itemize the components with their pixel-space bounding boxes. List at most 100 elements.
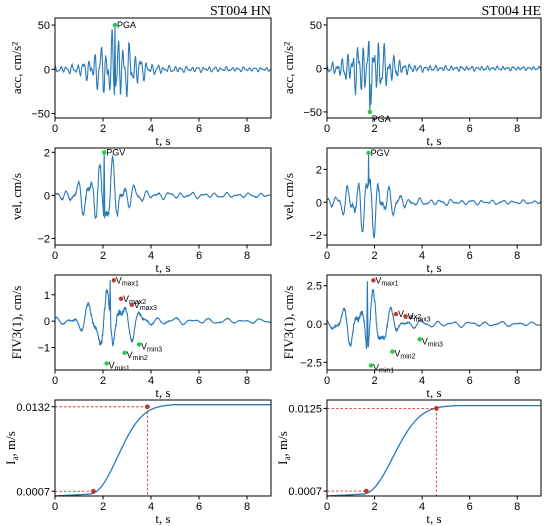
axes-frame (54, 274, 272, 371)
axes-frame (54, 17, 272, 119)
x-axis-label: t, s (426, 511, 441, 526)
marker-label: Vmax1 (116, 275, 139, 287)
y-tick-label: 2 (44, 147, 50, 159)
data-point (363, 488, 369, 494)
peak-marker (118, 296, 124, 301)
marker-label: Vmin3 (141, 341, 162, 353)
peak-marker (367, 109, 372, 115)
marker-label: Vmin1 (373, 362, 394, 374)
x-tick-label: 8 (514, 250, 520, 262)
data-point (91, 488, 96, 494)
series-line (326, 152, 542, 239)
x-tick-label: 8 (244, 250, 250, 262)
marker-label: PGV (371, 148, 390, 158)
y-axis-label: acc, cm/s² (281, 42, 296, 94)
y-tick-label: 0 (316, 63, 322, 75)
marker-label: Vmax3 (134, 300, 157, 312)
marker-label: PGV (106, 147, 125, 157)
x-axis-label: t, s (426, 260, 441, 275)
marker-label: Vmax1 (375, 275, 398, 287)
axes-frame (54, 399, 272, 497)
y-tick-label: 0.0 (307, 319, 322, 331)
y-axis-label: Ia, m/s (275, 431, 292, 465)
x-tick-label: 2 (100, 501, 106, 513)
series-line (327, 404, 541, 497)
x-tick-label: 2 (371, 250, 377, 262)
y-tick-label: 0 (316, 197, 322, 209)
x-tick-label: 2 (100, 375, 106, 387)
series-line (326, 40, 542, 112)
x-tick-label: 8 (514, 375, 520, 387)
x-tick-label: 4 (148, 123, 154, 135)
x-tick-label: 0 (324, 250, 330, 262)
x-tick-label: 6 (467, 250, 473, 262)
y-tick-label: 2 (316, 164, 322, 176)
y-tick-label: 50 (38, 20, 50, 32)
peak-marker (129, 302, 134, 308)
peak-marker (368, 363, 374, 368)
y-tick-label: 1 (44, 290, 50, 302)
peak-marker (403, 314, 408, 319)
x-tick-label: 4 (148, 250, 154, 262)
x-tick-label: 2 (371, 501, 377, 513)
title-right: ST004 HE (482, 4, 542, 19)
panel-3-0: 0 2 4 6 8 0.0007 0.0132 t, s Ia, m/s (3, 399, 272, 526)
series-line (54, 152, 272, 220)
peak-marker (390, 349, 395, 354)
y-tick-label: 0 (44, 190, 50, 202)
marker-label: Vmax2 (123, 294, 146, 306)
marker-label: Vmin2 (394, 349, 415, 361)
x-tick-label: 4 (419, 123, 425, 135)
peak-marker (366, 150, 371, 156)
marker-label: Vmin3 (422, 336, 443, 348)
peak-marker (104, 361, 109, 366)
y-tick-label: −2 (37, 234, 50, 246)
x-tick-label: 8 (514, 123, 520, 135)
x-tick-label: 0 (52, 123, 58, 135)
x-tick-label: 4 (148, 501, 154, 513)
peak-marker (393, 311, 399, 317)
data-point (433, 406, 439, 411)
x-tick-label: 6 (467, 375, 473, 387)
peak-marker (122, 350, 127, 356)
y-axis-label: Ia, m/s (3, 431, 20, 465)
x-tick-label: 6 (196, 501, 202, 513)
x-tick-label: 0 (52, 501, 58, 513)
marker-label: Vmin1 (109, 360, 130, 372)
marker-label: Vmax2 (398, 309, 421, 321)
marker-label: Vmax3 (407, 311, 430, 323)
peak-marker (111, 278, 117, 283)
x-tick-label: 0 (52, 250, 58, 262)
peak-marker (136, 342, 142, 347)
x-tick-label: 0 (52, 375, 58, 387)
x-tick-label: 2 (371, 123, 377, 135)
y-axis-label: vel, cm/s (281, 173, 296, 220)
x-tick-label: 6 (467, 501, 473, 513)
x-tick-label: 4 (419, 375, 425, 387)
peak-marker (112, 22, 118, 28)
x-tick-label: 8 (244, 501, 250, 513)
x-tick-label: 8 (244, 375, 250, 387)
marker-label: PGA (372, 114, 391, 124)
axes-frame (326, 147, 542, 246)
peak-marker (417, 337, 422, 342)
y-tick-label: 0.0007 (288, 486, 322, 498)
axes-frame (326, 399, 542, 497)
x-tick-label: 8 (514, 501, 520, 513)
marker-label: PGA (117, 20, 136, 30)
x-tick-label: 4 (148, 375, 154, 387)
y-axis-label: vel, cm/s (9, 173, 24, 220)
x-axis-label: t, s (155, 385, 170, 400)
x-axis-label: t, s (155, 133, 170, 148)
series-line (326, 281, 542, 349)
series-line (54, 25, 272, 98)
y-tick-label: 0.0132 (16, 402, 50, 414)
x-tick-label: 4 (419, 501, 425, 513)
data-point (145, 404, 150, 410)
